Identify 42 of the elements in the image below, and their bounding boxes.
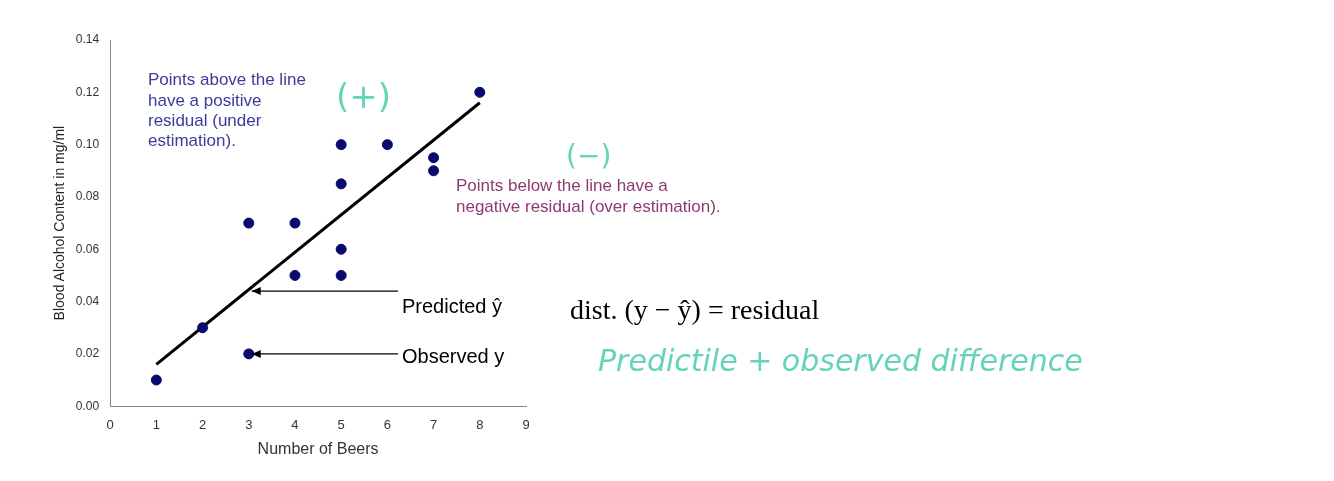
x-tick-label: 7 <box>429 416 438 432</box>
point <box>243 217 255 229</box>
point <box>243 348 255 360</box>
x-tick-label: 2 <box>198 416 207 432</box>
x-axis-title: Number of Beers <box>257 439 379 457</box>
y-tick-label: 0.00 <box>75 398 100 413</box>
point <box>289 269 301 281</box>
y-tick-label: 0.06 <box>75 241 100 256</box>
annotation: Predicted ŷ <box>402 294 503 317</box>
y-tick-label: 0.02 <box>75 346 100 361</box>
x-tick-label: 5 <box>337 416 345 432</box>
x-tick-label: 9 <box>522 416 530 432</box>
y-tick-label: 0.10 <box>75 136 100 151</box>
x-tick-label: 6 <box>383 416 391 432</box>
y-tick-label: 0.12 <box>75 84 100 99</box>
x-tick-label: 0 <box>106 416 114 432</box>
text: dist. (y − ŷ) = residual <box>570 294 820 326</box>
point <box>150 374 162 386</box>
point <box>335 269 347 281</box>
point <box>197 322 209 334</box>
point <box>335 178 347 190</box>
text: Predictile + observed difference <box>598 342 1083 378</box>
point <box>335 139 347 151</box>
y-tick-label: 0.04 <box>75 293 100 308</box>
x-tick-label: 4 <box>291 416 299 432</box>
point <box>289 217 301 229</box>
text: (−) <box>566 139 612 173</box>
point <box>381 139 393 151</box>
y-tick-label: 0.08 <box>75 189 100 204</box>
point <box>474 86 486 98</box>
point <box>428 165 440 177</box>
y-tick-label: 0.14 <box>75 32 100 47</box>
y-axis-title: Blood Alcohol Content in mg/ml <box>51 125 68 321</box>
point <box>428 152 440 164</box>
annotation: (+) <box>336 75 392 116</box>
x-tick-label: 3 <box>245 416 253 432</box>
annotation: Points below the line have a negative residual (over estimation). <box>456 176 721 216</box>
point <box>335 243 347 255</box>
x-tick-label: 1 <box>152 416 160 432</box>
annotation: Points above the line have a positive residual (under estimation). <box>148 70 306 151</box>
x-tick-label: 8 <box>476 416 484 432</box>
annotation: Observed y <box>402 345 505 368</box>
